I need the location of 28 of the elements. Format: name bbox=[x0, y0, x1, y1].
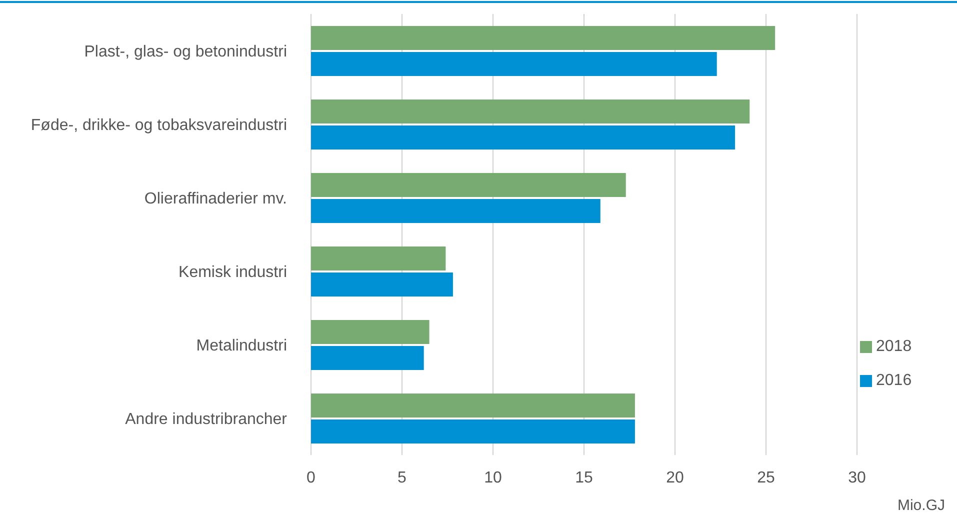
y-tick-label: Føde-, drikke- og tobaksvareindustri bbox=[30, 116, 287, 134]
y-tick-label: Metalindustri bbox=[196, 337, 287, 354]
legend-label: 2016 bbox=[876, 372, 912, 389]
x-tick-label: 30 bbox=[848, 469, 866, 486]
y-tick-label: Andre industribrancher bbox=[125, 410, 288, 428]
bar bbox=[311, 272, 453, 296]
legend-label: 2018 bbox=[876, 338, 912, 355]
x-tick-label: 20 bbox=[666, 469, 684, 486]
bar bbox=[311, 100, 750, 124]
bar bbox=[311, 320, 430, 344]
x-axis-title: Mio.GJ bbox=[897, 497, 945, 514]
x-tick-label: 10 bbox=[484, 469, 502, 486]
bar bbox=[311, 26, 776, 50]
bar bbox=[311, 173, 626, 197]
x-tick-label: 0 bbox=[306, 469, 316, 486]
x-tick-label: 15 bbox=[575, 469, 593, 486]
bar bbox=[311, 394, 635, 418]
y-tick-label: Kemisk industri bbox=[178, 264, 287, 281]
y-tick-label: Plast-, glas- og betonindustri bbox=[84, 43, 287, 60]
x-tick-label: 25 bbox=[757, 469, 775, 486]
bar bbox=[311, 199, 600, 223]
x-tick-label: 5 bbox=[398, 469, 407, 486]
bar bbox=[311, 52, 717, 76]
bar bbox=[311, 126, 736, 150]
y-tick-label: Olieraffinaderier mv. bbox=[144, 190, 287, 208]
bar bbox=[311, 346, 424, 370]
bar bbox=[311, 246, 446, 270]
bar bbox=[311, 420, 635, 444]
